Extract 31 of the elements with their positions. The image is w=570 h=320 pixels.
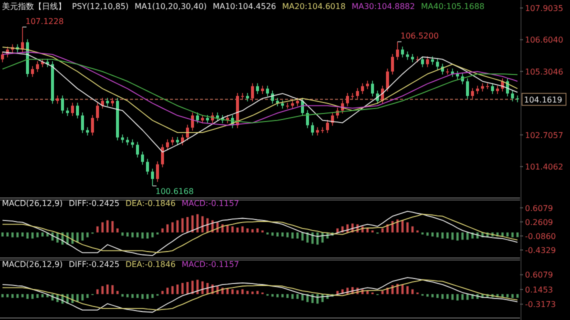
text: DIFF:-0.2425 — [68, 199, 120, 208]
text: DIFF:-0.2425 — [68, 260, 120, 269]
text: MA10:104.4526 — [212, 2, 276, 11]
y-tick-label: 105.3046 — [525, 67, 564, 76]
text: MA40:105.1688 — [420, 2, 484, 11]
annotation: 107.1228 — [26, 17, 64, 26]
annotation: MA1(10,20,30,40) — [134, 2, 207, 11]
y-tick-label: 106.6040 — [525, 36, 564, 45]
y-tick-label: 101.4062 — [525, 162, 564, 172]
y-tick-label: 102.7057 — [525, 130, 564, 140]
y-tick-label: 0.6079 — [525, 270, 553, 280]
chart-title: MACD(26,12,9) — [2, 199, 63, 208]
y-tick-label: 0.2609 — [525, 218, 553, 227]
y-tick-label: 0.6079 — [525, 204, 553, 213]
text: DEA:-0.1846 — [125, 260, 176, 269]
text: MA30:104.8882 — [352, 2, 415, 11]
chart-title: MACD(26,12,9) — [2, 260, 63, 269]
series-label: MACD:-0.1157 — [182, 260, 240, 269]
series-label: MACD:-0.1157 — [182, 199, 240, 208]
ref-line-label: 104.1619 — [524, 95, 562, 104]
y-tick-label: 0.1453 — [525, 285, 553, 294]
chart-title: 美元指数【日线】 — [2, 2, 66, 11]
y-tick-label: 107.9035 — [525, 4, 564, 13]
y-tick-label: -0.4329 — [525, 246, 556, 256]
annotation: 106.5200 — [400, 32, 439, 41]
annotation: PSY(12,10,85) — [72, 2, 129, 11]
y-tick-label: -0.3173 — [525, 300, 556, 310]
text: MA20:104.6018 — [282, 2, 346, 11]
annotation: 100.6168 — [156, 186, 194, 196]
y-tick-label: -0.0860 — [525, 232, 556, 241]
text: DEA:-0.1846 — [125, 199, 176, 208]
